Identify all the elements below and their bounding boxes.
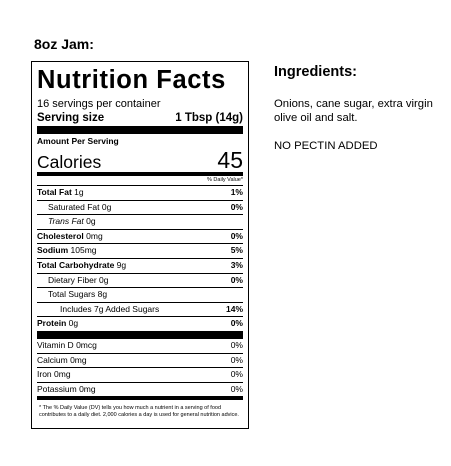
nutrient-name: Total Carbohydrate [37,259,115,270]
nutrient-amount: 0mg [86,230,103,241]
calories-value: 45 [217,147,243,173]
nutrient-amount: 1g [74,187,84,197]
vitamin-name: Potassium [37,383,77,394]
nutrient-name: Total Fat [37,187,72,197]
nutrient-dv: 0% [230,274,243,285]
calories-label: Calories [37,152,102,172]
daily-value-footnote: * The % Daily Value (DV) tells you how m… [39,405,239,419]
vitamin-row-vitamin-d: Vitamin D 0mcg 0% [37,339,243,354]
product-heading: 8oz Jam: [34,36,94,52]
no-pectin-note: NO PECTIN ADDED [274,140,378,152]
nutrient-dv: 1% [230,187,243,197]
vitamin-row-calcium: Calcium 0mg 0% [37,354,243,369]
serving-size-row: Serving size 1 Tbsp (14g) [37,111,243,134]
vitamin-amount: 0mg [70,354,87,365]
nutrient-name: Trans Fat [48,216,84,227]
nutrient-row-total-carbohydrate: Total Carbohydrate 9g 3% [37,259,243,274]
servings-per-container: 16 servings per container [37,98,161,110]
nutrition-facts-title: Nutrition Facts [37,66,226,94]
vitamin-name: Calcium [37,354,68,365]
nutrient-name: Includes 7g Added Sugars [60,303,160,314]
nutrient-amount: 8g [97,289,108,300]
nutrient-name: Protein [37,318,67,329]
vitamin-dv: 0% [230,354,243,365]
serving-size-value: 1 Tbsp (14g) [175,112,243,124]
vitamin-row-iron: Iron 0mg 0% [37,368,243,383]
calories-row: Calories 45 [37,146,243,176]
vitamin-dv: 0% [230,383,243,394]
nutrient-name: Total Sugars [48,289,96,300]
nutrient-row-added-sugars: Includes 7g Added Sugars 14% [37,303,243,318]
vitamin-row-potassium: Potassium 0mg 0% [37,383,243,401]
nutrient-name: Saturated Fat [48,201,100,212]
vitamin-amount: 0mg [79,383,96,394]
vitamin-dv: 0% [230,339,243,350]
nutrient-row-cholesterol: Cholesterol 0mg 0% [37,230,243,245]
nutrient-dv: 0% [230,201,243,212]
ingredients-title: Ingredients: [274,64,357,80]
nutrient-amount: 0g [68,318,79,329]
nutrient-dv: 14% [225,303,243,314]
nutrient-dv: 0% [230,318,243,329]
nutrient-dv: 3% [230,259,243,270]
nutrient-row-protein: Protein 0g 0% [37,317,243,339]
nutrient-row-sodium: Sodium 105mg 5% [37,244,243,259]
nutrient-amount: 0g [101,201,112,212]
nutrient-amount: 9g [116,259,127,270]
nutrient-amount: 105mg [70,245,97,256]
nutrient-row-total-fat: Total Fat 1g 1% [37,186,243,201]
nutrient-amount: 0g [86,216,96,227]
vitamin-name: Vitamin D [37,339,74,350]
vitamin-amount: 0mg [54,369,71,380]
ingredients-text: Onions, cane sugar, extra virgin olive o… [274,98,433,124]
nutrient-dv: 5% [230,245,243,256]
vitamin-name: Iron [37,369,52,380]
nutrient-dv: 0% [230,230,243,241]
amount-per-serving: Amount Per Serving [37,136,119,146]
nutrient-name: Dietary Fiber [48,274,97,285]
nutrient-name: Sodium [37,245,69,256]
nutrient-row-total-sugars: Total Sugars 8g [37,288,243,303]
nutrition-facts-label: Nutrition Facts 16 servings per containe… [31,61,249,429]
nutrient-row-saturated-fat: Saturated Fat 0g 0% [37,201,243,216]
nutrient-amount: 0g [99,274,109,285]
vitamin-amount: 0mcg [76,339,97,350]
serving-size-label: Serving size [37,112,105,124]
nutrient-row-trans-fat: Trans Fat 0g [37,215,243,230]
nutrient-name: Cholesterol [37,230,84,241]
daily-value-header: % Daily Value* [37,176,243,186]
nutrient-row-dietary-fiber: Dietary Fiber 0g 0% [37,274,243,289]
vitamin-dv: 0% [230,369,243,380]
